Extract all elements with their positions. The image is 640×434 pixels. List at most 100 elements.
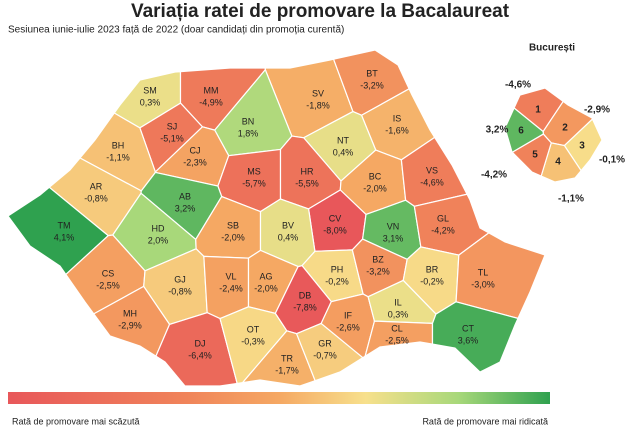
- legend-bar: [8, 392, 550, 404]
- county-code: TM: [58, 220, 71, 230]
- sector-number: 3: [579, 141, 585, 152]
- county-value: -0,8%: [168, 286, 192, 296]
- county-code: CV: [329, 213, 342, 223]
- county-code: VS: [426, 165, 438, 175]
- county-value: -4,6%: [420, 177, 444, 187]
- county-code: SB: [227, 220, 239, 230]
- sector-value: -1,1%: [558, 194, 584, 205]
- county-code: AR: [90, 181, 103, 191]
- county-code: GJ: [174, 274, 186, 284]
- sector: [563, 118, 603, 172]
- county-value: -0,8%: [84, 193, 108, 203]
- county-code: MH: [123, 308, 137, 318]
- county-code: GR: [318, 338, 332, 348]
- county-value: -5,1%: [160, 133, 184, 143]
- subtitle: Sesiunea iunie-iulie 2023 față de 2022 (…: [8, 25, 344, 36]
- county-code: SJ: [167, 121, 178, 131]
- county-code: BZ: [372, 254, 384, 264]
- county-code: DJ: [195, 338, 206, 348]
- county-value: -1,7%: [275, 365, 299, 375]
- county-code: BH: [112, 140, 125, 150]
- county-code: HR: [301, 166, 314, 176]
- bucharest-title: București: [529, 43, 575, 54]
- county-value: -5,5%: [295, 178, 319, 188]
- county-code: TL: [478, 267, 489, 277]
- county-code: PH: [331, 264, 344, 274]
- county-value: -7,8%: [293, 302, 317, 312]
- county-code: BT: [366, 68, 378, 78]
- county-value: -2,0%: [221, 232, 245, 242]
- county-code: BC: [369, 171, 382, 181]
- county-value: -1,8%: [306, 100, 330, 110]
- county: [431, 301, 519, 373]
- county-value: -1,6%: [385, 125, 409, 135]
- county-value: -2,5%: [385, 335, 409, 345]
- sector-number: 4: [555, 157, 561, 168]
- county-code: AG: [259, 271, 272, 281]
- county-code: CL: [391, 323, 403, 333]
- county-value: -3,2%: [366, 266, 390, 276]
- county-value: 0,4%: [333, 147, 354, 157]
- county-code: AB: [179, 191, 191, 201]
- county-code: TR: [281, 353, 293, 363]
- county-code: BV: [282, 220, 294, 230]
- sector-number: 2: [562, 123, 568, 134]
- county-code: MM: [204, 85, 219, 95]
- county-value: -2,3%: [183, 157, 207, 167]
- county: [155, 311, 238, 387]
- county-value: 2,0%: [148, 235, 169, 245]
- county-code: OT: [247, 324, 260, 334]
- sector-value: -2,9%: [584, 105, 610, 116]
- county-value: -4,9%: [199, 97, 223, 107]
- county-value: 0,3%: [140, 97, 161, 107]
- legend-low: Rată de promovare mai scăzută: [12, 416, 140, 426]
- county-code: IS: [393, 113, 402, 123]
- county-value: -2,6%: [336, 322, 360, 332]
- county-value: -0,2%: [420, 276, 444, 286]
- county: [7, 186, 110, 276]
- county-code: DB: [299, 290, 312, 300]
- sector-value: -4,6%: [505, 80, 531, 91]
- county-code: BN: [242, 116, 255, 126]
- county-code: NT: [337, 135, 349, 145]
- county-code: VN: [387, 221, 400, 231]
- county-value: -8,0%: [323, 225, 347, 235]
- county-code: VL: [225, 271, 236, 281]
- county-code: HD: [152, 223, 165, 233]
- sector: [504, 107, 544, 153]
- sector-number: 6: [518, 126, 524, 137]
- county-value: -3,0%: [471, 279, 495, 289]
- county-code: CS: [102, 268, 115, 278]
- county-value: 3,6%: [458, 335, 479, 345]
- county-code: GL: [437, 213, 449, 223]
- county-value: -0,2%: [325, 276, 349, 286]
- county-value: -3,2%: [360, 80, 384, 90]
- county-code: MS: [247, 166, 261, 176]
- legend-high: Rată de promovare mai ridicată: [422, 416, 548, 426]
- county-value: -1,1%: [106, 152, 130, 162]
- title: Variația ratei de promovare la Bacalaure…: [131, 1, 510, 22]
- county-code: SV: [312, 88, 324, 98]
- county-code: IL: [394, 297, 402, 307]
- county-value: 3,2%: [175, 203, 196, 213]
- county-value: -5,7%: [242, 178, 266, 188]
- sector-number: 5: [532, 150, 538, 161]
- county-value: -0,7%: [313, 350, 337, 360]
- county-code: CJ: [190, 145, 201, 155]
- county-value: -2,0%: [254, 283, 278, 293]
- county-value: 0,4%: [278, 232, 299, 242]
- county-value: 1,8%: [238, 128, 259, 138]
- county-value: -4,2%: [431, 225, 455, 235]
- county-value: -6,4%: [188, 350, 212, 360]
- county-value: -2,9%: [118, 320, 142, 330]
- sector-value: -0,1%: [599, 155, 625, 166]
- county-value: -2,5%: [96, 280, 120, 290]
- county-value: 0,3%: [388, 309, 409, 319]
- county-value: 4,1%: [54, 232, 75, 242]
- sector-value: -4,2%: [481, 170, 507, 181]
- county-code: CT: [462, 323, 474, 333]
- county-value: -2,0%: [363, 183, 387, 193]
- county-value: -2,4%: [219, 283, 243, 293]
